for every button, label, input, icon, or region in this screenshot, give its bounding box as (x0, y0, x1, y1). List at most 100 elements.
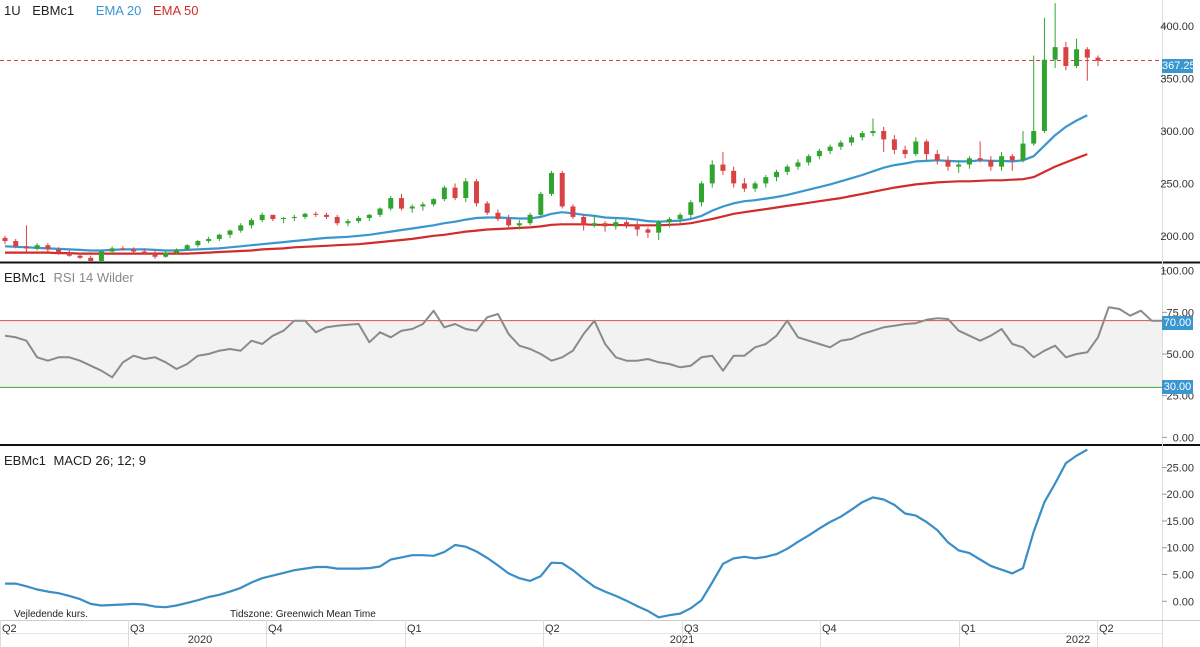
candle-body (1074, 49, 1080, 67)
candle-body (484, 203, 490, 213)
candle-body (227, 230, 233, 235)
candle-body (1009, 156, 1015, 161)
rsi-line (4, 306, 1163, 379)
candle-body (645, 229, 651, 233)
macd-axis-tick-label: 5.00 (1173, 569, 1194, 581)
candle-body (559, 172, 565, 207)
rsi-axis-tick-label: 100.00 (1160, 266, 1194, 278)
candle-body (613, 222, 619, 227)
candle-body (956, 164, 962, 167)
candle-body (431, 199, 437, 205)
candle-body (291, 216, 297, 218)
macd-axis-tick-label: 10.00 (1166, 543, 1194, 555)
timezone-text: Tidszone: Greenwich Mean Time (230, 609, 376, 620)
candle-body (977, 158, 983, 161)
price-axis-tick-label: 200.00 (1160, 231, 1194, 243)
price-axis-tick-label: 400.00 (1160, 21, 1194, 33)
candle-body (195, 241, 201, 246)
candle-body (1052, 47, 1058, 60)
candle-body (806, 156, 812, 163)
candle-body (302, 213, 308, 217)
candle-body (152, 253, 158, 257)
candle-body (495, 212, 501, 220)
rsi-axis-tick-label: 0.00 (1173, 432, 1194, 444)
price-axis-tick-label: 300.00 (1160, 126, 1194, 138)
candle-body (924, 141, 930, 155)
year-label: 2022 (1066, 634, 1090, 646)
candle-body (1095, 57, 1101, 61)
candle-body (891, 139, 897, 150)
candle-body (570, 206, 576, 217)
candle-body (591, 223, 597, 226)
quarter-label: Q2 (2, 623, 17, 635)
candle-body (506, 219, 512, 226)
candle-body (473, 181, 479, 204)
candle-body (945, 160, 951, 167)
candle-body (98, 251, 104, 261)
candle-body (34, 245, 40, 249)
candle-body (173, 249, 179, 253)
ema20-line (4, 114, 1088, 252)
year-label: 2021 (670, 634, 694, 646)
candle-body (441, 187, 447, 200)
candle-body (1063, 47, 1069, 67)
candle-body (999, 156, 1005, 167)
year-label: 2020 (188, 634, 212, 646)
price-legend: 1U EBMc1 EMA 20 EMA 50 (4, 3, 206, 18)
candle-body (248, 220, 254, 226)
candle-body (677, 214, 683, 220)
macd-indicator-label[interactable]: MACD 26; 12; 9 (53, 453, 147, 468)
candle-body (13, 241, 19, 247)
candle-body (816, 150, 822, 157)
quarter-label: Q3 (684, 623, 699, 635)
candle-body (452, 187, 458, 199)
price-axis-tick-label: 250.00 (1160, 178, 1194, 190)
candle-body (409, 206, 415, 209)
candle-body (398, 198, 404, 209)
candle-body (270, 214, 276, 220)
candle-body (688, 202, 694, 215)
symbol-label[interactable]: EBMc1 (32, 3, 75, 18)
rsi-symbol[interactable]: EBMc1 (4, 270, 46, 285)
candle-body (763, 177, 769, 184)
ema50-legend[interactable]: EMA 50 (152, 3, 199, 18)
candle-body (795, 162, 801, 167)
candle-body (859, 133, 865, 138)
ema50-line (5, 153, 1088, 255)
candle-body (581, 216, 587, 226)
ema20-legend[interactable]: EMA 20 (95, 3, 142, 18)
rsi-indicator-label[interactable]: RSI 14 Wilder (53, 270, 134, 285)
axis-layer: 200.00 250.00 300.00 350.00 400.00 0.00 25.00 5… (0, 21, 1194, 647)
candle-body (838, 142, 844, 147)
candle-body (238, 225, 244, 231)
candle-body (388, 198, 394, 209)
candle-body (516, 223, 522, 226)
macd-symbol[interactable]: EBMc1 (4, 453, 46, 468)
candle-body (752, 183, 758, 189)
candle-body (902, 149, 908, 155)
candle-body (88, 257, 94, 261)
candle-body (709, 164, 715, 184)
macd-axis-tick-label: 0.00 (1173, 596, 1194, 608)
candle-body (666, 219, 672, 223)
interval-label[interactable]: 1U (4, 3, 21, 18)
candle-body (527, 214, 533, 224)
rsi-panel (0, 306, 1163, 388)
price-panel (0, 3, 1162, 262)
candle-body (334, 216, 340, 224)
rsi-legend: EBMc1 RSI 14 Wilder (4, 270, 142, 285)
candle-body (549, 172, 554, 194)
candle-body (120, 248, 126, 250)
rsi-axis-tick-label: 50.00 (1166, 349, 1194, 361)
candle-body (323, 214, 329, 217)
candle-body (538, 193, 544, 215)
candle-body (656, 222, 662, 233)
quarter-label: Q4 (822, 623, 837, 635)
candle-body (699, 183, 705, 203)
candle-body (1041, 59, 1047, 131)
candle-body (206, 238, 212, 242)
rsi-band (0, 320, 1162, 388)
candle-body (849, 137, 855, 143)
macd-line (5, 448, 1088, 619)
